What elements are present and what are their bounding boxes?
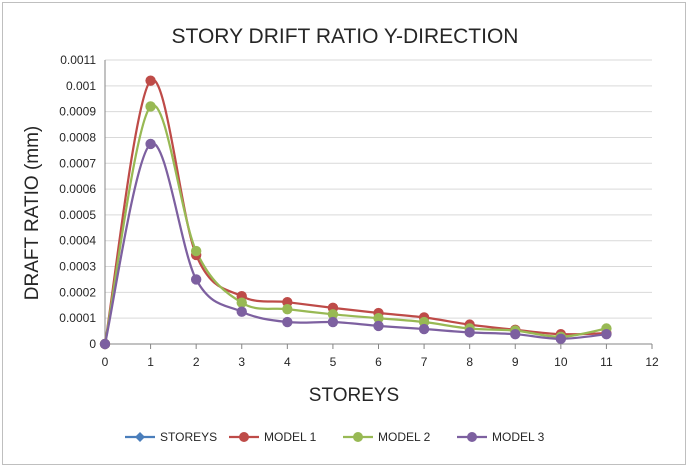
- series-lines: [103, 78, 607, 345]
- data-point: [373, 320, 384, 332]
- y-tick-label: 0.0001: [59, 311, 96, 325]
- data-point: [464, 327, 475, 338]
- legend-marker: [467, 432, 477, 442]
- data-point: [282, 303, 293, 315]
- legend: STOREYS MODEL 1 MODEL 2 MODEL 3: [125, 430, 545, 444]
- data-point: [190, 245, 202, 257]
- x-tick-labels: 0 1 2 3 4 5 6 7 8 9 10 11 12: [102, 355, 659, 369]
- y-tick-label: 0.0009: [59, 105, 96, 119]
- y-tick-label: 0.0011: [60, 53, 96, 67]
- data-point: [145, 101, 156, 112]
- y-tick-label: 0: [89, 337, 96, 351]
- chart-frame: [2, 2, 686, 465]
- series-line-4: [103, 142, 607, 345]
- chart-title: STORY DRIFT RATIO Y-DIRECTION: [172, 25, 519, 48]
- x-tick-label: 7: [421, 355, 428, 369]
- x-axis-title: STOREYS: [309, 385, 399, 406]
- x-tick-label: 11: [600, 355, 613, 369]
- y-tick-label: 0.0004: [59, 234, 96, 248]
- x-tick-label: 6: [375, 355, 382, 369]
- x-tick-label: 5: [330, 355, 337, 369]
- y-tick-label: 0.0008: [59, 130, 96, 144]
- y-tick-label: 0.0002: [59, 285, 96, 299]
- y-tick-labels: 0 0.0001 0.0002 0.0003 0.0004 0.0005 0.0006 0.0…: [59, 53, 96, 351]
- y-axis-title: DRAFT RATIO (mm): [22, 126, 43, 301]
- series-line-2: [103, 78, 607, 345]
- data-point: [236, 306, 247, 317]
- x-tick-label: 3: [238, 355, 245, 369]
- data-point: [145, 75, 156, 86]
- x-tick-label: 0: [102, 355, 109, 369]
- legend-marker: [353, 432, 363, 442]
- y-tick-label: 0.0005: [59, 208, 96, 222]
- legend-label: MODEL 2: [378, 430, 431, 444]
- x-tick-label: 10: [554, 355, 568, 369]
- data-point: [510, 328, 521, 340]
- legend-marker: [135, 432, 145, 442]
- y-tick-label: 0.0003: [59, 260, 96, 274]
- data-point: [555, 333, 567, 345]
- x-tick-label: 9: [512, 355, 519, 369]
- x-tick-label: 2: [193, 355, 200, 369]
- gridlines: [105, 59, 652, 319]
- legend-marker: [239, 432, 249, 442]
- legend-label: MODEL 1: [264, 430, 317, 444]
- data-point: [99, 338, 111, 350]
- legend-label: STOREYS: [160, 430, 217, 444]
- data-point: [190, 274, 202, 285]
- x-tick-label: 8: [466, 355, 473, 369]
- data-point: [418, 323, 430, 335]
- axes: [104, 60, 653, 349]
- series-points: [99, 75, 612, 350]
- x-tick-label: 4: [284, 355, 291, 369]
- data-point: [236, 297, 247, 308]
- x-tick-label: 12: [645, 355, 659, 369]
- legend-label: MODEL 3: [492, 430, 545, 444]
- data-point: [282, 316, 293, 328]
- data-point: [145, 138, 156, 150]
- data-point: [373, 312, 384, 324]
- x-tick-label: 1: [147, 355, 154, 369]
- data-point: [327, 316, 339, 328]
- y-tick-label: 0.0006: [59, 182, 96, 196]
- data-point: [601, 328, 612, 340]
- data-point: [327, 309, 339, 320]
- y-tick-label: 0.001: [66, 79, 96, 93]
- y-tick-label: 0.0007: [59, 156, 96, 170]
